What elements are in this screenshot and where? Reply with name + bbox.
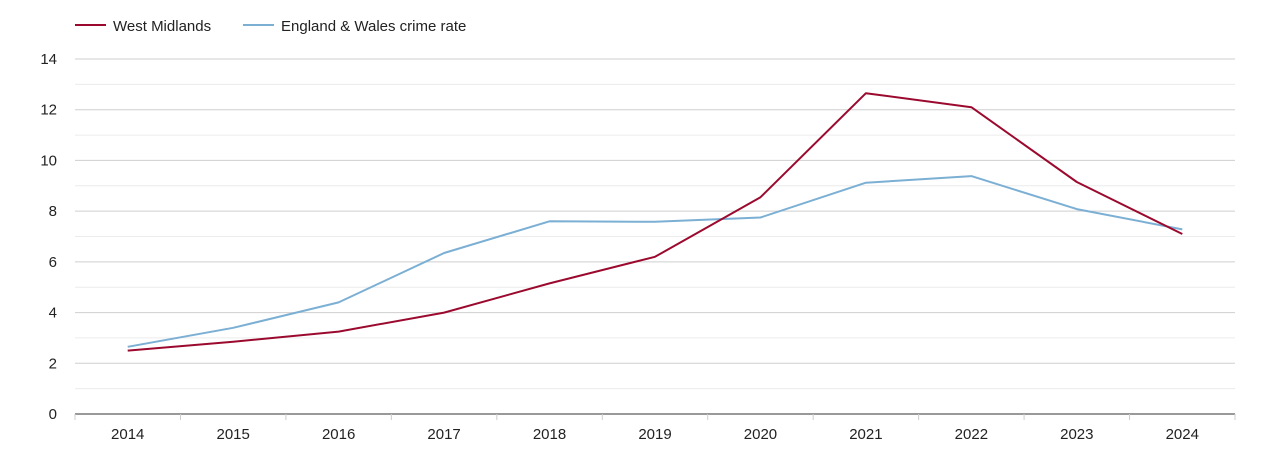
x-tick-label: 2022 <box>955 426 988 443</box>
y-tick-label: 4 <box>49 305 57 322</box>
x-tick-label: 2016 <box>322 426 355 443</box>
x-tick-label: 2019 <box>638 426 671 443</box>
x-tick-label: 2017 <box>427 426 460 443</box>
y-axis: 0 2 4 6 8 10 12 14 <box>40 51 57 423</box>
y-tick-label: 12 <box>40 102 57 119</box>
series-line-west-midlands <box>127 92 1183 352</box>
gridlines <box>75 58 1235 390</box>
y-tick-label: 14 <box>40 51 57 68</box>
x-tick-label: 2020 <box>744 426 777 443</box>
x-tick-label: 2021 <box>849 426 882 443</box>
x-axis: 2014 2015 2016 2017 2018 2019 2020 2021 2022 2023… <box>74 413 1236 443</box>
x-tick-label: 2024 <box>1166 426 1199 443</box>
x-tick-label: 2023 <box>1060 426 1093 443</box>
y-tick-label: 2 <box>49 355 57 372</box>
y-tick-label: 8 <box>49 203 57 220</box>
x-tick-label: 2014 <box>111 426 144 443</box>
legend: West Midlands England & Wales crime rate <box>75 18 466 35</box>
legend-label-england-wales: England & Wales crime rate <box>281 18 466 35</box>
y-tick-label: 6 <box>49 254 57 271</box>
y-tick-label: 0 <box>49 406 57 423</box>
x-tick-label: 2018 <box>533 426 566 443</box>
series-line-england-wales <box>127 175 1183 348</box>
x-tick-label: 2015 <box>216 426 249 443</box>
y-tick-label: 10 <box>40 152 57 169</box>
series-lines <box>127 92 1183 352</box>
legend-label-west-midlands: West Midlands <box>113 18 211 35</box>
